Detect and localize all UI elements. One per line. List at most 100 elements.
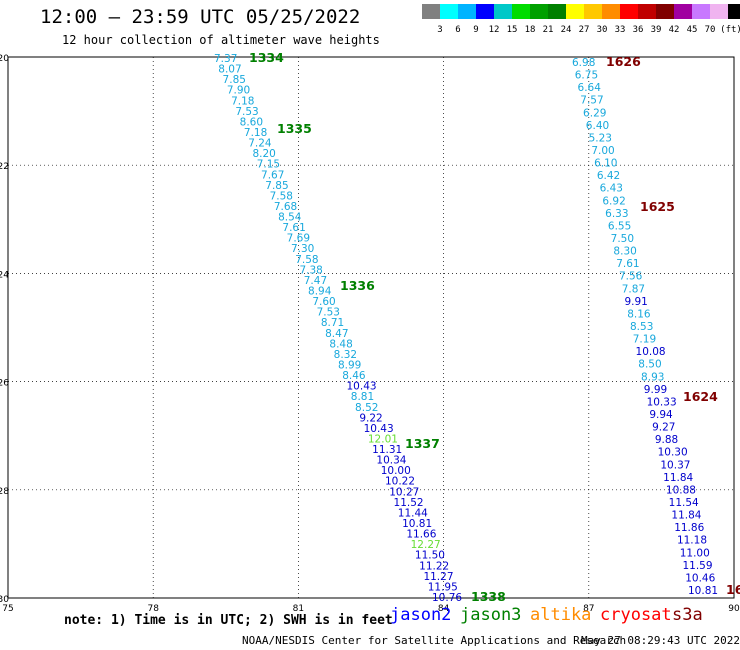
wave-height-value: 8.54 bbox=[278, 212, 302, 224]
wave-height-value: 7.15 bbox=[257, 159, 280, 171]
map-frame bbox=[7, 56, 735, 599]
legend-swatch bbox=[692, 4, 710, 19]
legend-swatch bbox=[548, 4, 566, 19]
wave-height-value: 8.52 bbox=[355, 402, 378, 414]
legend-swatch bbox=[476, 4, 494, 19]
wave-height-value: 7.37 bbox=[214, 53, 237, 65]
wave-height-value: 11.22 bbox=[419, 560, 449, 572]
wave-height-value: 8.48 bbox=[329, 338, 352, 350]
legend-label: 30 bbox=[596, 25, 608, 35]
wave-height-value: 7.85 bbox=[223, 74, 246, 86]
wave-height-value: 8.46 bbox=[342, 370, 366, 382]
wave-height-value: 11.66 bbox=[406, 529, 436, 541]
wave-height-value: 6.29 bbox=[583, 107, 606, 119]
wave-height-value: 10.27 bbox=[389, 486, 419, 498]
wave-height-value: 8.81 bbox=[351, 391, 374, 403]
legend-label: 39 bbox=[650, 25, 662, 35]
wave-height-value: 7.24 bbox=[248, 138, 272, 150]
wave-height-value: 10.81 bbox=[402, 518, 432, 530]
wave-height-value: 10.30 bbox=[658, 447, 688, 459]
wave-height-value: 10.46 bbox=[685, 572, 715, 584]
wave-height-value: 7.58 bbox=[270, 190, 293, 202]
wave-height-value: 7.67 bbox=[261, 169, 284, 181]
wave-height-value: 11.31 bbox=[372, 444, 402, 456]
legend-swatch bbox=[458, 4, 476, 19]
wave-height-value: 7.85 bbox=[265, 180, 288, 192]
legend-swatch bbox=[422, 4, 440, 19]
wave-height-value: 7.56 bbox=[619, 271, 643, 283]
wave-height-value: 8.20 bbox=[252, 148, 275, 160]
satellite-label-s3a: s3a bbox=[672, 605, 703, 625]
wave-height-value: 7.61 bbox=[616, 258, 639, 270]
wave-height-value: 11.84 bbox=[663, 472, 693, 484]
wave-height-value: 7.38 bbox=[299, 264, 322, 276]
map-title: 12:00 – 23:59 UTC 05/25/2022 bbox=[40, 6, 361, 28]
legend-swatch bbox=[710, 4, 728, 19]
wave-height-value: 10.81 bbox=[688, 585, 718, 597]
legend-label: 33 bbox=[614, 25, 626, 35]
wave-height-value: 11.00 bbox=[680, 547, 710, 559]
wave-height-value: 6.64 bbox=[578, 82, 602, 94]
legend-swatch bbox=[512, 4, 530, 19]
wave-height-value: 9.91 bbox=[624, 296, 647, 308]
wave-height-value: 8.32 bbox=[334, 349, 357, 361]
track-id-label: 1624 bbox=[683, 389, 718, 404]
x-tick-label: 78 bbox=[147, 604, 159, 614]
wave-height-value: 10.08 bbox=[636, 346, 666, 358]
wave-height-value: 7.53 bbox=[317, 307, 340, 319]
footer-credit: NOAA/NESDIS Center for Satellite Applica… bbox=[242, 634, 627, 647]
legend-swatch bbox=[566, 4, 584, 19]
wave-height-value: 6.98 bbox=[572, 57, 595, 69]
track-id-label: 1337 bbox=[405, 436, 440, 451]
wave-height-value: 7.61 bbox=[282, 222, 305, 234]
wave-height-value: 6.42 bbox=[597, 170, 620, 182]
wave-height-value: 10.76 bbox=[432, 592, 462, 604]
wave-height-value: 7.60 bbox=[312, 296, 335, 308]
legend-label: 24 bbox=[560, 25, 572, 35]
wave-height-value: 7.90 bbox=[227, 85, 250, 97]
legend-swatch bbox=[530, 4, 548, 19]
track-id-label: 1625 bbox=[640, 199, 675, 214]
legend-swatch bbox=[602, 4, 620, 19]
wave-height-value: 11.86 bbox=[674, 522, 704, 534]
wave-height-value: 12.01 bbox=[368, 433, 398, 445]
wave-height-value: 7.87 bbox=[622, 283, 645, 295]
wave-height-value: 7.58 bbox=[295, 254, 318, 266]
x-tick-label: 81 bbox=[293, 604, 304, 614]
legend-label: 12 bbox=[488, 25, 500, 35]
wave-height-value: 8.50 bbox=[638, 359, 661, 371]
wave-height-value: 8.53 bbox=[630, 321, 653, 333]
wave-height-value: 11.54 bbox=[669, 497, 699, 509]
legend-swatch bbox=[638, 4, 656, 19]
wave-height-value: 11.50 bbox=[415, 550, 445, 562]
wave-height-value: 10.43 bbox=[364, 423, 394, 435]
y-tick-label: -22 bbox=[0, 162, 9, 172]
wave-height-value: 10.22 bbox=[385, 476, 415, 488]
wave-height-value: 11.95 bbox=[428, 581, 458, 593]
track-id-label: 1626 bbox=[606, 54, 641, 69]
wave-height-value: 8.93 bbox=[641, 371, 664, 383]
wave-height-value: 12.27 bbox=[411, 539, 441, 551]
legend-label: 42 bbox=[668, 25, 680, 35]
wave-height-value: 7.53 bbox=[235, 106, 258, 118]
legend-label: 70 bbox=[704, 25, 716, 35]
y-tick-label: -28 bbox=[0, 487, 9, 497]
track-id-label: 1334 bbox=[249, 50, 284, 65]
satellite-label-cryosat: cryosat bbox=[600, 605, 672, 625]
wave-height-value: 9.99 bbox=[644, 384, 667, 396]
wave-height-value: 10.43 bbox=[347, 381, 377, 393]
wave-height-value: 8.16 bbox=[627, 308, 651, 320]
y-tick-label: -20 bbox=[0, 54, 9, 64]
legend-swatch bbox=[584, 4, 602, 19]
legend-swatch bbox=[620, 4, 638, 19]
note-text: note: 1) Time is in UTC; 2) SWH is in fe… bbox=[64, 613, 393, 628]
wave-height-value: 7.19 bbox=[633, 334, 656, 346]
wave-height-value: 8.94 bbox=[308, 286, 332, 298]
wave-height-value: 7.50 bbox=[611, 233, 634, 245]
legend-swatch bbox=[674, 4, 692, 19]
track-id-label: 1336 bbox=[340, 278, 375, 293]
wave-height-value: 11.59 bbox=[682, 560, 712, 572]
wave-height-value: 6.33 bbox=[605, 208, 628, 220]
legend-swatch bbox=[728, 4, 740, 19]
wave-height-value: 9.88 bbox=[655, 434, 678, 446]
